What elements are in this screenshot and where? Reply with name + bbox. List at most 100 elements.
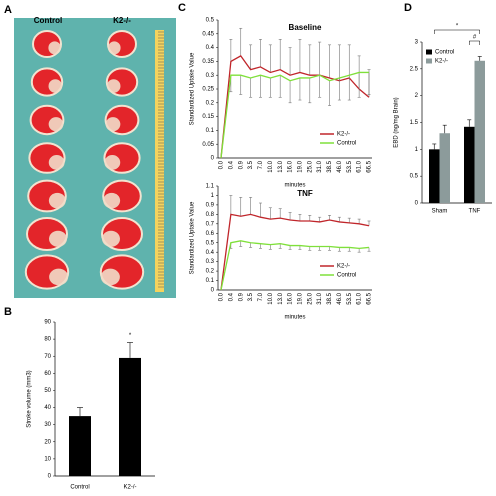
slice-pale	[103, 192, 121, 209]
y-tick-label: 0.4	[206, 250, 215, 256]
x-tick-label: 3.5	[248, 292, 254, 301]
chart-title: TNF	[297, 189, 313, 198]
y-tick-label: 0.1	[206, 278, 215, 284]
series-line	[220, 55, 370, 159]
slice-pale	[48, 41, 61, 55]
y-tick-label: 0.9	[206, 202, 215, 208]
bar	[474, 60, 485, 204]
x-tick-label: K2-/-	[123, 485, 136, 491]
slice-pale	[104, 155, 121, 170]
x-tick-label: Control	[70, 485, 89, 491]
y-tick-label: 1.5	[410, 120, 419, 126]
y-tick-label: 1.1	[206, 184, 215, 190]
legend-label: Control	[337, 141, 356, 147]
x-tick-label: 25.0	[307, 292, 313, 304]
x-tick-label: 0.9	[238, 292, 244, 301]
x-tick-label: 46.0	[337, 292, 343, 304]
legend-label: K2-/-	[337, 264, 350, 270]
x-tick-label: 3.5	[248, 160, 254, 169]
y-tick-label: 70	[44, 354, 51, 360]
y-tick-label: 0.35	[202, 59, 214, 65]
slice-pale	[48, 117, 64, 132]
y-tick-label: 0	[211, 288, 215, 294]
y-tick-label: 0.45	[202, 31, 214, 37]
y-axis-label: EBD (ng/mg Brain)	[394, 97, 400, 147]
x-tick-label: 31.0	[317, 292, 323, 304]
x-tick-label: 61.0	[357, 160, 363, 172]
y-tick-label: 0.5	[206, 18, 215, 24]
chart-title: Baseline	[289, 23, 322, 32]
x-tick-label: 7.0	[258, 292, 264, 301]
annotation: *	[456, 24, 459, 30]
bracket	[434, 29, 480, 34]
brain-slices	[24, 30, 145, 290]
bar	[464, 126, 475, 203]
legend-label: Control	[337, 273, 356, 279]
slice-pale	[108, 41, 121, 55]
legend-label: K2-/-	[435, 59, 448, 65]
y-tick-label: 20	[44, 439, 51, 445]
x-tick-label: 0.9	[238, 160, 244, 169]
slice-pale	[49, 268, 69, 286]
x-tick-label: 13.0	[278, 292, 284, 304]
y-tick-label: 0.25	[202, 87, 214, 93]
annotation: #	[473, 35, 477, 41]
y-tick-label: 0.5	[410, 174, 419, 180]
x-tick-label: 61.0	[357, 292, 363, 304]
y-tick-label: 0.2	[206, 100, 215, 106]
x-tick-label: 10.0	[268, 292, 274, 304]
y-tick-label: 60	[44, 371, 51, 377]
y-tick-label: 0.05	[202, 142, 214, 148]
y-tick-label: 0.15	[202, 114, 214, 120]
panel-letter: A	[4, 4, 12, 16]
x-tick-label: 19.0	[298, 292, 304, 304]
y-tick-label: 0.4	[206, 45, 215, 51]
y-tick-label: 2	[415, 93, 419, 99]
series-line	[220, 240, 370, 291]
x-axis-label: minutes	[284, 183, 305, 189]
series-line	[220, 213, 370, 291]
y-axis-label: Stroke volume (mm3)	[27, 370, 33, 427]
x-tick-label: 66.5	[367, 292, 373, 304]
x-tick-label: 38.5	[327, 160, 333, 172]
y-tick-label: 40	[44, 405, 51, 411]
y-tick-label: 50	[44, 388, 51, 394]
y-tick-label: 30	[44, 422, 51, 428]
slice-pale	[49, 230, 67, 247]
x-tick-label: 13.0	[278, 160, 284, 172]
y-axis-label: Standardized Uptake Value	[190, 52, 196, 125]
x-axis-label: minutes	[284, 315, 305, 321]
y-tick-label: 0.7	[206, 221, 215, 227]
bar	[439, 133, 450, 203]
y-tick-label: 1	[211, 193, 215, 199]
x-tick-label: 16.0	[288, 160, 294, 172]
legend-label: Control	[435, 50, 454, 56]
x-tick-label: 19.0	[298, 160, 304, 172]
legend-swatch	[426, 49, 432, 55]
y-tick-label: 80	[44, 337, 51, 343]
y-tick-label: 2.5	[410, 66, 419, 72]
y-tick-label: 0.3	[206, 259, 215, 265]
y-tick-label: 0.3	[206, 73, 215, 79]
slice-pale	[48, 155, 65, 170]
y-tick-label: 1	[415, 147, 419, 153]
x-tick-label: 0.4	[228, 160, 234, 169]
series-line	[220, 71, 369, 159]
x-tick-label: 10.0	[268, 160, 274, 172]
y-tick-label: 90	[44, 320, 51, 326]
y-tick-label: 0.8	[206, 212, 215, 218]
bracket	[469, 40, 480, 45]
y-tick-label: 10	[44, 456, 51, 462]
slice-pale	[105, 117, 121, 132]
x-tick-label: 0.0	[219, 292, 225, 301]
ruler-ticks	[158, 31, 164, 288]
bar	[69, 416, 91, 476]
bar	[119, 357, 141, 476]
y-tick-label: 0	[48, 474, 52, 480]
x-tick-label: 16.0	[288, 292, 294, 304]
x-tick-label: 25.0	[307, 160, 313, 172]
x-tick-label: 38.5	[327, 292, 333, 304]
column-label: Control	[34, 16, 62, 25]
x-tick-label: 66.5	[367, 160, 373, 172]
slice-pale	[106, 79, 121, 93]
